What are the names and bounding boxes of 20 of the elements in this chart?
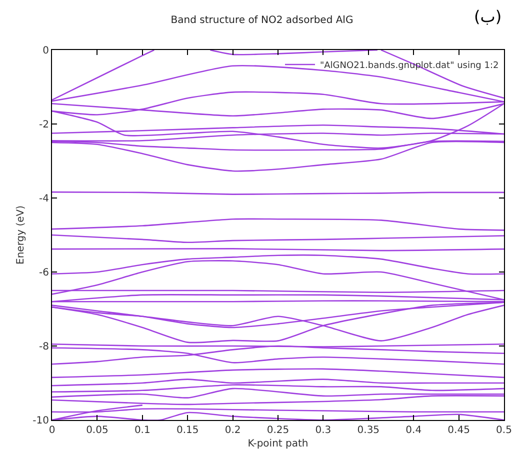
x-tick-label: 0.3 bbox=[315, 425, 332, 436]
x-tick-label: 0.35 bbox=[357, 425, 380, 436]
x-tick-label: 0.05 bbox=[86, 425, 108, 436]
y-tick-label: -4 bbox=[39, 194, 49, 204]
x-tick-label: 0.15 bbox=[176, 425, 199, 436]
x-tick-label: 0.5 bbox=[496, 425, 512, 436]
text: (ب) bbox=[474, 7, 502, 26]
x-tick-label: 0.4 bbox=[406, 425, 422, 436]
chart-title: Band structure of NO2 adsorbed AlG bbox=[170, 15, 354, 26]
x-tick-label: 0.1 bbox=[134, 425, 150, 436]
y-tick-label: -10 bbox=[32, 416, 49, 426]
x-tick-label: 0.25 bbox=[266, 425, 290, 436]
y-tick-label: -2 bbox=[39, 120, 49, 130]
y-tick-label: -8 bbox=[39, 342, 49, 352]
y-axis-title: Energy (eV) bbox=[16, 205, 27, 264]
x-tick-label: 0.45 bbox=[448, 425, 470, 436]
y-tick-label: -6 bbox=[39, 268, 49, 278]
x-axis-title: K-point path bbox=[248, 438, 308, 450]
y-tick-label: 0 bbox=[42, 46, 49, 56]
x-tick-label: 0.2 bbox=[224, 425, 241, 436]
